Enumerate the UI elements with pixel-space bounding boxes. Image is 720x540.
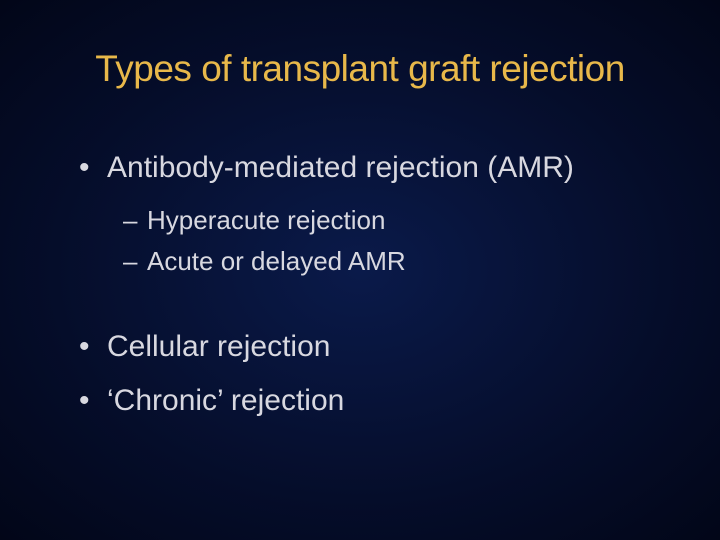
bullet-item: Antibody-mediated rejection (AMR) [79,148,665,189]
bullet-subitem: Hyperacute rejection [79,203,665,238]
bullet-item: ‘Chronic’ rejection [79,381,665,422]
bullet-item: Cellular rejection [79,327,665,368]
slide-content: Antibody-mediated rejection (AMR) Hypera… [55,148,665,422]
slide-title: Types of transplant graft rejection [55,48,665,90]
slide: Types of transplant graft rejection Anti… [0,0,720,540]
spacer [79,285,665,327]
bullet-subitem: Acute or delayed AMR [79,244,665,279]
